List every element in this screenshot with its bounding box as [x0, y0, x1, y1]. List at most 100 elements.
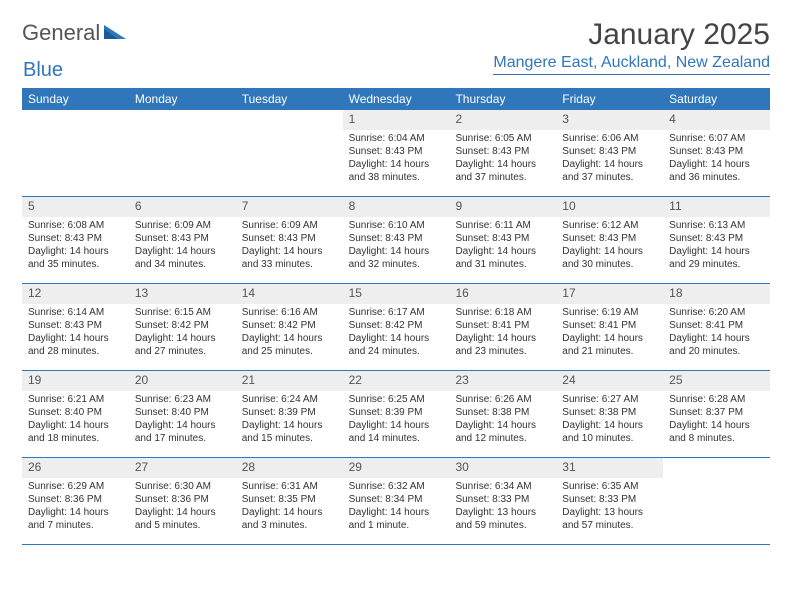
dayhead-tue: Tuesday: [236, 88, 343, 110]
day-cell: 13Sunrise: 6:15 AMSunset: 8:42 PMDayligh…: [129, 284, 236, 370]
sunrise-text: Sunrise: 6:15 AM: [135, 306, 230, 319]
day-body: Sunrise: 6:09 AMSunset: 8:43 PMDaylight:…: [129, 217, 236, 275]
sunset-text: Sunset: 8:41 PM: [669, 319, 764, 332]
day-number: 13: [129, 284, 236, 304]
day-number: 26: [22, 458, 129, 478]
week-row: 12Sunrise: 6:14 AMSunset: 8:43 PMDayligh…: [22, 284, 770, 371]
daylight-text: Daylight: 14 hours and 29 minutes.: [669, 245, 764, 271]
day-body: Sunrise: 6:26 AMSunset: 8:38 PMDaylight:…: [449, 391, 556, 449]
daylight-text: Daylight: 14 hours and 24 minutes.: [349, 332, 444, 358]
sunset-text: Sunset: 8:43 PM: [28, 319, 123, 332]
sunrise-text: Sunrise: 6:07 AM: [669, 132, 764, 145]
sunrise-text: Sunrise: 6:21 AM: [28, 393, 123, 406]
day-cell: 7Sunrise: 6:09 AMSunset: 8:43 PMDaylight…: [236, 197, 343, 283]
daylight-text: Daylight: 14 hours and 28 minutes.: [28, 332, 123, 358]
day-number: 1: [343, 110, 450, 130]
day-number: 31: [556, 458, 663, 478]
day-cell: 4Sunrise: 6:07 AMSunset: 8:43 PMDaylight…: [663, 110, 770, 196]
day-body: Sunrise: 6:25 AMSunset: 8:39 PMDaylight:…: [343, 391, 450, 449]
day-cell: [22, 110, 129, 196]
daylight-text: Daylight: 13 hours and 59 minutes.: [455, 506, 550, 532]
day-header-row: Sunday Monday Tuesday Wednesday Thursday…: [22, 88, 770, 110]
daylight-text: Daylight: 13 hours and 57 minutes.: [562, 506, 657, 532]
day-body: Sunrise: 6:13 AMSunset: 8:43 PMDaylight:…: [663, 217, 770, 275]
day-body: Sunrise: 6:08 AMSunset: 8:43 PMDaylight:…: [22, 217, 129, 275]
sunrise-text: Sunrise: 6:09 AM: [242, 219, 337, 232]
day-cell: 3Sunrise: 6:06 AMSunset: 8:43 PMDaylight…: [556, 110, 663, 196]
weeks-container: 1Sunrise: 6:04 AMSunset: 8:43 PMDaylight…: [22, 110, 770, 545]
day-number: 25: [663, 371, 770, 391]
sunrise-text: Sunrise: 6:34 AM: [455, 480, 550, 493]
brand-name-2: Blue: [23, 59, 63, 82]
sunrise-text: Sunrise: 6:27 AM: [562, 393, 657, 406]
day-body: Sunrise: 6:18 AMSunset: 8:41 PMDaylight:…: [449, 304, 556, 362]
sunset-text: Sunset: 8:38 PM: [562, 406, 657, 419]
day-body: Sunrise: 6:20 AMSunset: 8:41 PMDaylight:…: [663, 304, 770, 362]
daylight-text: Daylight: 14 hours and 34 minutes.: [135, 245, 230, 271]
location: Mangere East, Auckland, New Zealand: [493, 54, 770, 75]
sunset-text: Sunset: 8:42 PM: [135, 319, 230, 332]
day-cell: 21Sunrise: 6:24 AMSunset: 8:39 PMDayligh…: [236, 371, 343, 457]
day-body: Sunrise: 6:35 AMSunset: 8:33 PMDaylight:…: [556, 478, 663, 536]
daylight-text: Daylight: 14 hours and 37 minutes.: [562, 158, 657, 184]
day-body: Sunrise: 6:31 AMSunset: 8:35 PMDaylight:…: [236, 478, 343, 536]
day-cell: [129, 110, 236, 196]
daylight-text: Daylight: 14 hours and 10 minutes.: [562, 419, 657, 445]
week-row: 1 Sunrise: 6:04 AMSunset: 8:43 PM Daylight…: [22, 110, 770, 197]
day-body: Sunrise: 6:10 AMSunset: 8:43 PMDaylight:…: [343, 217, 450, 275]
day-number: 10: [556, 197, 663, 217]
sunset-text: Sunset: 8:41 PM: [455, 319, 550, 332]
daylight-text: Daylight: 14 hours and 1 minute.: [349, 506, 444, 532]
title-block: January 2025 Mangere East, Auckland, New…: [493, 18, 770, 75]
brand-logo: General: [22, 18, 128, 46]
daylight-text: Daylight: 14 hours and 18 minutes.: [28, 419, 123, 445]
day-cell: 26Sunrise: 6:29 AMSunset: 8:36 PMDayligh…: [22, 458, 129, 544]
day-cell: 8Sunrise: 6:10 AMSunset: 8:43 PMDaylight…: [343, 197, 450, 283]
sunset-text: Sunset: 8:43 PM: [455, 232, 550, 245]
day-number: 12: [22, 284, 129, 304]
day-number: 18: [663, 284, 770, 304]
sunrise-text: Sunrise: 6:24 AM: [242, 393, 337, 406]
day-number: 16: [449, 284, 556, 304]
day-body: Sunrise: 6:14 AMSunset: 8:43 PMDaylight:…: [22, 304, 129, 362]
day-number: 19: [22, 371, 129, 391]
sunrise-text: Sunrise: 6:19 AM: [562, 306, 657, 319]
day-cell: 23Sunrise: 6:26 AMSunset: 8:38 PMDayligh…: [449, 371, 556, 457]
day-number: 7: [236, 197, 343, 217]
week-row: 26Sunrise: 6:29 AMSunset: 8:36 PMDayligh…: [22, 458, 770, 545]
sunset-text: Sunset: 8:43 PM: [349, 145, 444, 158]
sunrise-text: Sunrise: 6:17 AM: [349, 306, 444, 319]
day-cell: 16Sunrise: 6:18 AMSunset: 8:41 PMDayligh…: [449, 284, 556, 370]
daylight-text: Daylight: 14 hours and 17 minutes.: [135, 419, 230, 445]
day-body: Sunrise: 6:30 AMSunset: 8:36 PMDaylight:…: [129, 478, 236, 536]
daylight-text: Daylight: 14 hours and 12 minutes.: [455, 419, 550, 445]
daylight-text: Daylight: 14 hours and 3 minutes.: [242, 506, 337, 532]
sunrise-text: Sunrise: 6:29 AM: [28, 480, 123, 493]
day-body: Sunrise: 6:19 AMSunset: 8:41 PMDaylight:…: [556, 304, 663, 362]
sunrise-text: Sunrise: 6:04 AM: [349, 132, 444, 145]
day-number: 21: [236, 371, 343, 391]
week-row: 5Sunrise: 6:08 AMSunset: 8:43 PMDaylight…: [22, 197, 770, 284]
day-cell: 5Sunrise: 6:08 AMSunset: 8:43 PMDaylight…: [22, 197, 129, 283]
day-number: 14: [236, 284, 343, 304]
sunrise-text: Sunrise: 6:32 AM: [349, 480, 444, 493]
week-row: 19Sunrise: 6:21 AMSunset: 8:40 PMDayligh…: [22, 371, 770, 458]
day-cell: 14Sunrise: 6:16 AMSunset: 8:42 PMDayligh…: [236, 284, 343, 370]
day-body: Sunrise: 6:28 AMSunset: 8:37 PMDaylight:…: [663, 391, 770, 449]
sunrise-text: Sunrise: 6:08 AM: [28, 219, 123, 232]
sunrise-text: Sunrise: 6:06 AM: [562, 132, 657, 145]
sunset-text: Sunset: 8:33 PM: [455, 493, 550, 506]
day-cell: 28Sunrise: 6:31 AMSunset: 8:35 PMDayligh…: [236, 458, 343, 544]
calendar-page: General January 2025 Mangere East, Auckl…: [0, 0, 792, 563]
day-number: 8: [343, 197, 450, 217]
sunset-text: Sunset: 8:39 PM: [349, 406, 444, 419]
day-cell: [236, 110, 343, 196]
sunrise-text: Sunrise: 6:26 AM: [455, 393, 550, 406]
sunrise-text: Sunrise: 6:23 AM: [135, 393, 230, 406]
sunrise-text: Sunrise: 6:05 AM: [455, 132, 550, 145]
day-body: Sunrise: 6:21 AMSunset: 8:40 PMDaylight:…: [22, 391, 129, 449]
day-number: 22: [343, 371, 450, 391]
daylight-text: Daylight: 14 hours and 8 minutes.: [669, 419, 764, 445]
day-number: 3: [556, 110, 663, 130]
day-body: Sunrise: 6:24 AMSunset: 8:39 PMDaylight:…: [236, 391, 343, 449]
